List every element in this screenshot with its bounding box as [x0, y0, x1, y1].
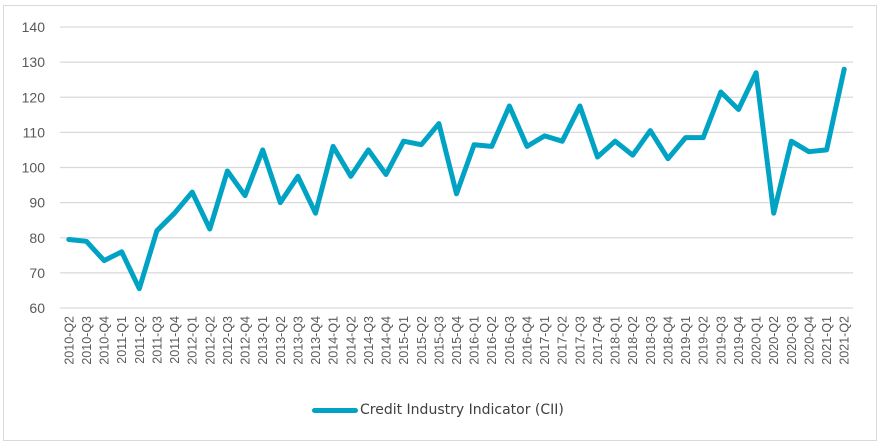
x-tick-label: 2021-Q2 [838, 316, 852, 365]
gridlines [60, 26, 853, 309]
series-cii [66, 66, 847, 292]
y-tick-label: 100 [22, 160, 46, 176]
x-tick-label: 2020-Q1 [750, 316, 764, 365]
x-tick-label: 2013-Q3 [291, 316, 305, 365]
y-tick-label: 130 [22, 54, 46, 70]
x-tick-label: 2018-Q1 [609, 316, 623, 365]
x-tick-label: 2011-Q4 [168, 316, 182, 364]
x-tick-label: 2017-Q1 [538, 316, 552, 365]
y-tick-label: 70 [29, 265, 45, 281]
x-tick-label: 2013-Q4 [309, 316, 323, 365]
x-tick-label: 2012-Q4 [239, 316, 253, 365]
x-tick-label: 2015-Q3 [432, 316, 446, 365]
x-tick-label: 2014-Q2 [344, 316, 358, 365]
x-tick-label: 2013-Q1 [256, 316, 270, 365]
x-tick-label: 2015-Q2 [415, 316, 429, 365]
x-tick-label: 2019-Q2 [697, 316, 711, 365]
y-tick-label: 110 [23, 124, 46, 140]
y-tick-label: 60 [29, 300, 45, 316]
x-tick-label: 2014-Q4 [380, 316, 394, 365]
x-tick-label: 2011-Q1 [115, 316, 129, 364]
x-tick-label: 2020-Q4 [802, 316, 816, 365]
x-tick-label: 2021-Q1 [820, 316, 834, 365]
x-tick-label: 2019-Q1 [679, 316, 693, 365]
x-tick-label: 2011-Q3 [150, 316, 164, 364]
y-tick-label: 90 [29, 195, 45, 211]
x-tick-label: 2017-Q3 [573, 316, 587, 365]
x-tick-label: 2016-Q4 [520, 316, 534, 365]
x-tick-label: 2012-Q2 [203, 316, 217, 365]
x-tick-label: 2012-Q1 [186, 316, 200, 365]
y-axis: 60 70 80 90 100 110 120 130 140 [22, 19, 46, 316]
x-tick-label: 2017-Q2 [556, 316, 570, 365]
x-axis: 2010-Q2 2010-Q3 2010-Q4 2011-Q1 2011-Q2 2011-… [62, 316, 851, 365]
x-tick-label: 2016-Q1 [468, 316, 482, 365]
series-line [66, 66, 847, 292]
x-tick-label: 2020-Q2 [767, 316, 781, 365]
y-tick-label: 140 [22, 19, 46, 35]
x-tick-label: 2011-Q2 [133, 316, 147, 364]
x-tick-label: 2014-Q3 [362, 316, 376, 365]
chart-frame [3, 5, 877, 441]
x-tick-label: 2018-Q4 [661, 316, 675, 365]
x-tick-label: 2014-Q1 [327, 316, 341, 365]
x-tick-label: 2017-Q4 [591, 316, 605, 365]
x-tick-label: 2012-Q3 [221, 316, 235, 365]
x-tick-label: 2016-Q3 [503, 316, 517, 365]
x-tick-label: 2015-Q1 [397, 316, 411, 365]
x-tick-label: 2019-Q3 [714, 316, 728, 365]
y-tick-label: 80 [29, 230, 45, 246]
x-tick-label: 2018-Q2 [626, 316, 640, 365]
x-tick-label: 2018-Q3 [644, 316, 658, 365]
legend: Credit Industry Indicator (CII) [312, 400, 564, 420]
x-tick-label: 2010-Q3 [80, 316, 94, 365]
x-tick-label: 2010-Q4 [98, 316, 112, 365]
x-tick-label: 2016-Q2 [485, 316, 499, 365]
x-tick-label: 2020-Q3 [785, 316, 799, 365]
legend-line-icon [312, 407, 358, 413]
x-tick-label: 2019-Q4 [732, 316, 746, 365]
legend-label: Credit Industry Indicator (CII) [360, 402, 564, 418]
y-tick-label: 120 [22, 89, 46, 105]
x-tick-label: 2013-Q2 [274, 316, 288, 365]
x-tick-label: 2015-Q4 [450, 316, 464, 365]
x-tick-label: 2010-Q2 [62, 316, 76, 365]
